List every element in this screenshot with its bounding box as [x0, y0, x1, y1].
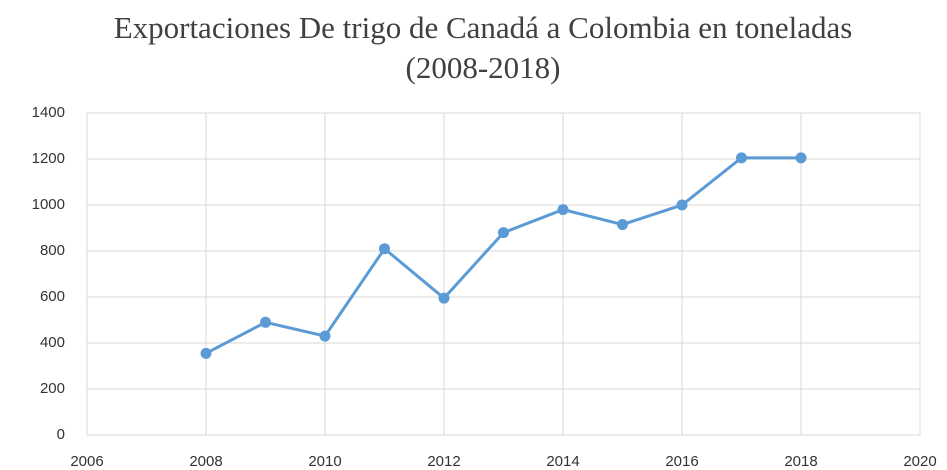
x-tick-label: 2018 [784, 453, 817, 470]
y-tick-label: 1400 [32, 104, 65, 121]
point [200, 347, 212, 359]
x-tick-label: 2008 [189, 453, 222, 470]
x-tick-label: 2012 [427, 453, 460, 470]
point [260, 316, 271, 328]
y-tick-label: 1000 [32, 196, 65, 213]
y-tick-label: 800 [40, 242, 65, 259]
x-tick-label: 2016 [665, 453, 698, 470]
point [438, 292, 450, 304]
y-tick-label: 0 [57, 426, 65, 443]
point [498, 227, 509, 239]
x-tick-label: 2014 [546, 453, 579, 470]
y-tick-label: 1200 [32, 150, 65, 167]
point [379, 243, 390, 255]
point [617, 219, 628, 231]
y-tick-label: 200 [40, 380, 65, 397]
line [205, 156, 801, 355]
x-tick-label: 2020 [903, 453, 936, 470]
point [557, 204, 569, 216]
point [795, 152, 807, 164]
chart-title: Exportaciones De trigo de Canadá a Colom… [113, 10, 853, 85]
point [736, 152, 747, 164]
x-tick-label: 2010 [308, 453, 341, 470]
point [319, 330, 331, 342]
x-tick-label: 2006 [70, 453, 103, 470]
point [676, 199, 688, 211]
y-tick-label: 600 [40, 288, 65, 305]
y-tick-label: 400 [40, 334, 65, 351]
